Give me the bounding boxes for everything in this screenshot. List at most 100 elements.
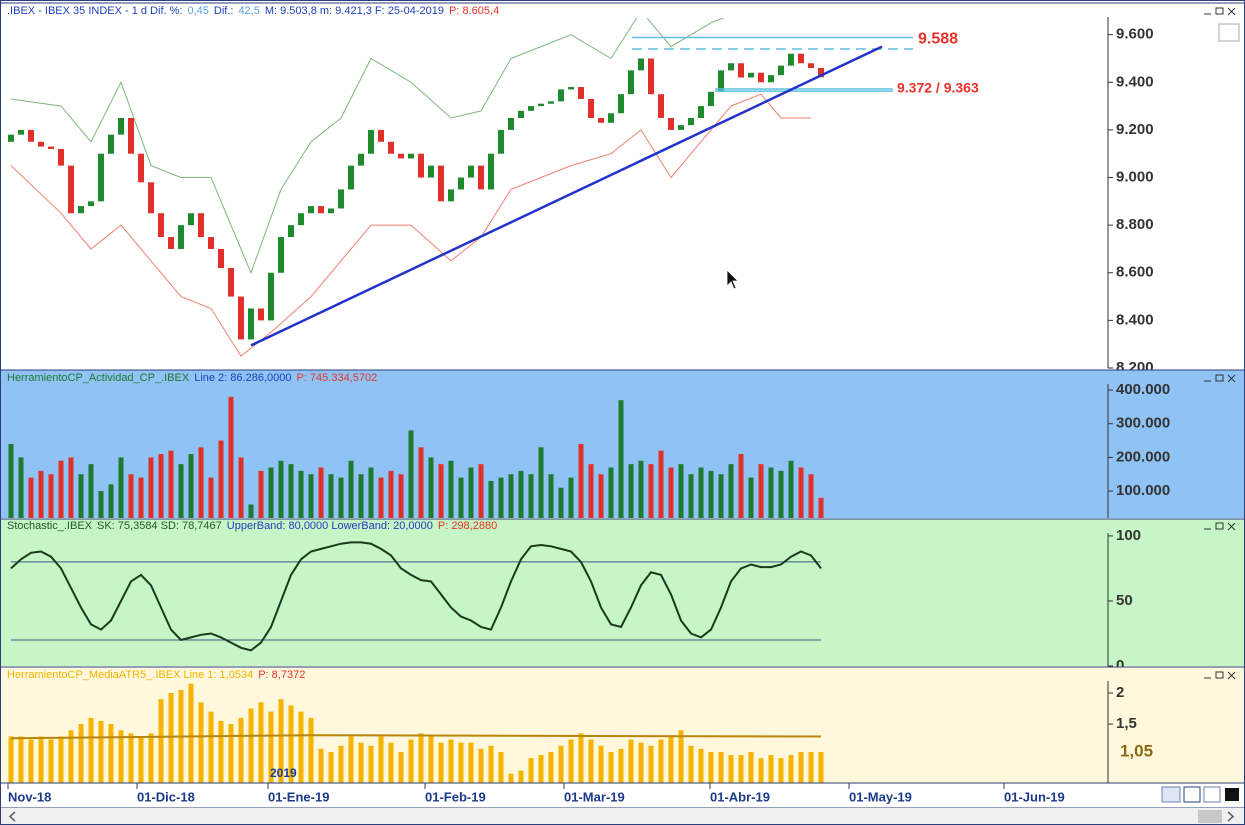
x-tick-label: Nov-18 (8, 789, 51, 804)
panel-header: .IBEX - IBEX 35 INDEX - 1 d Dif. %: 0,45 D… (7, 5, 499, 17)
bar (458, 742, 464, 783)
bar (328, 474, 334, 518)
close-button[interactable] (1227, 374, 1236, 383)
bar (798, 751, 804, 783)
candle (198, 213, 204, 238)
chart-panel: .IBEX - IBEX 35 INDEX - 1 d Dif. %: 0,45 D… (0, 2, 1245, 376)
bar (68, 457, 74, 518)
bar (108, 724, 114, 783)
header-segment: HerramientoCP_Actividad_CP_.IBEX (7, 372, 190, 384)
bar (678, 464, 684, 518)
x-tick-label: 01-Dic-18 (137, 789, 195, 804)
maximize-button[interactable] (1215, 7, 1224, 15)
tool-button[interactable] (1161, 786, 1181, 803)
bar (138, 477, 144, 518)
axis-background (1108, 3, 1244, 368)
y-tick-label: 1,5 (1116, 715, 1137, 732)
color-button[interactable] (1225, 788, 1239, 801)
bar (608, 751, 614, 783)
bar (518, 770, 524, 783)
bar (678, 730, 684, 783)
candle (438, 165, 444, 202)
chart-panel: HerramientoCP_MediaATR5_.IBEX Line 1: 1,… (0, 666, 1245, 783)
y-tick-label: 50 (1116, 592, 1133, 609)
bar (308, 717, 314, 783)
bar (598, 745, 604, 783)
bar (88, 464, 94, 518)
bar (128, 733, 134, 783)
bar (348, 460, 354, 518)
candle (588, 98, 594, 118)
bar (798, 467, 804, 518)
bar (338, 745, 344, 783)
close-button[interactable] (1227, 7, 1236, 16)
bar (208, 711, 214, 783)
header-segment: Stochastic_.IBEX (7, 520, 93, 532)
scrollbar[interactable] (0, 808, 1245, 825)
bar (108, 484, 114, 518)
candle (778, 65, 784, 76)
candle (78, 206, 84, 214)
header-segment: P: 745.334,5702 (296, 372, 377, 384)
bar (248, 504, 254, 518)
bar (158, 699, 164, 783)
tool-button[interactable] (1203, 786, 1221, 803)
bar (568, 477, 574, 518)
bar (428, 736, 434, 783)
bar (518, 470, 524, 518)
last-value-label: 1,05 (1120, 741, 1153, 760)
scroll-left[interactable] (8, 811, 16, 822)
bar (218, 720, 224, 783)
header-segment: P: 8,7372 (258, 669, 305, 681)
bar (488, 480, 494, 518)
bar (548, 474, 554, 518)
maximize-button[interactable] (1215, 671, 1224, 679)
bar (198, 702, 204, 783)
scroll-right[interactable] (1227, 811, 1235, 822)
bar (388, 742, 394, 783)
candle (258, 308, 264, 321)
y-tick-label: 8.400 (1116, 311, 1154, 328)
bar (178, 464, 184, 518)
panel-header: Stochastic_.IBEX SK: 75,3584 SD: 78,7467 U… (7, 520, 497, 532)
bar (728, 464, 734, 518)
maximize-button[interactable] (1215, 374, 1224, 382)
bar (18, 457, 24, 518)
bar (548, 751, 554, 783)
candle (148, 182, 154, 214)
x-axis-strip (0, 782, 1245, 809)
bar (498, 751, 504, 783)
maximize-button[interactable] (1215, 522, 1224, 530)
header-segment: .IBEX - IBEX 35 INDEX - 1 d Dif. %: (7, 5, 182, 17)
candle (638, 58, 644, 71)
header-segment: Dif.: (214, 5, 234, 17)
bar (188, 454, 194, 518)
bar (118, 457, 124, 518)
bar (748, 477, 754, 518)
save-button[interactable] (1183, 786, 1201, 803)
bar (818, 751, 824, 783)
candle (478, 165, 484, 190)
bar (148, 457, 154, 518)
panel-icon[interactable] (1218, 23, 1240, 42)
y-tick-label: 8.800 (1116, 216, 1154, 233)
bar (598, 474, 604, 518)
close-button[interactable] (1227, 671, 1236, 680)
bar (168, 450, 174, 518)
candle (648, 58, 654, 95)
bar (618, 748, 624, 783)
y-tick-label: 9.600 (1116, 26, 1154, 43)
close-button[interactable] (1227, 522, 1236, 531)
y-tick-label: 200.000 (1116, 448, 1170, 465)
bar (58, 736, 64, 783)
scroll-thumb[interactable] (1198, 810, 1222, 823)
bar (538, 755, 544, 783)
x-tick-label: 01-Abr-19 (710, 789, 770, 804)
bar (38, 736, 44, 783)
panel-header: HerramientoCP_MediaATR5_.IBEX Line 1: 1,… (7, 669, 305, 681)
candle (18, 129, 24, 135)
candle (378, 129, 384, 142)
bar (638, 742, 644, 783)
